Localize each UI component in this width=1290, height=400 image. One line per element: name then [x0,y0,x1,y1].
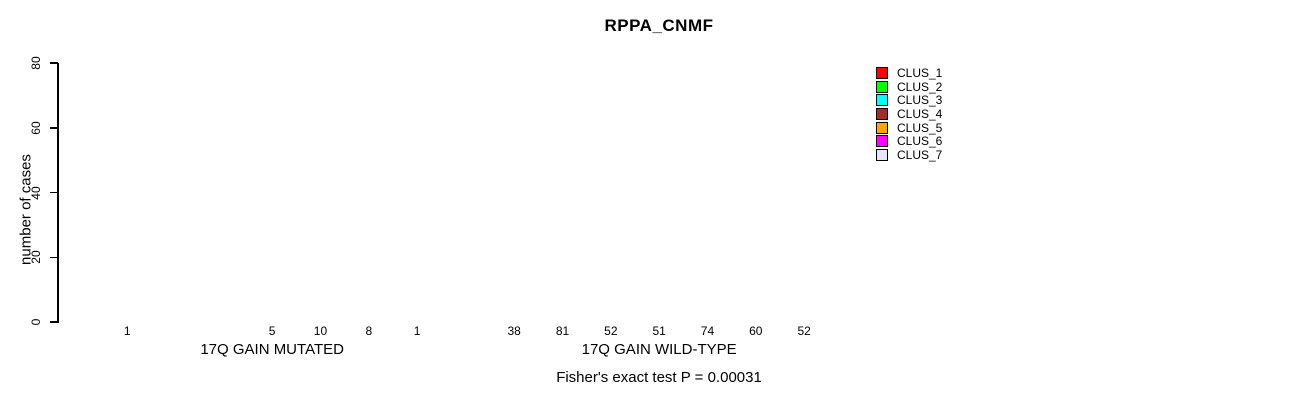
legend-label: CLUS_3 [897,93,943,108]
bar-value-label: 51 [652,324,666,338]
legend-label: CLUS_1 [897,65,943,80]
bar-value-label: 10 [313,324,328,338]
y-tick-mark [50,191,58,194]
y-tick-label: 40 [29,185,43,200]
bar-value-label: 5 [268,324,276,338]
legend: CLUS_1 CLUS_2 CLUS_3 CLUS_4 CLUS_5 CLUS_6 CLUS… [876,66,942,162]
legend-label: CLUS_7 [897,147,943,162]
legend-item: CLUS_4 [876,107,942,121]
legend-swatch [876,107,888,120]
bar-value-label: 74 [700,324,715,338]
legend-item: CLUS_1 [876,66,942,80]
y-tick-mark [50,127,58,129]
y-tick-mark [50,62,58,64]
bar-value-label: 60 [749,324,763,338]
y-tick-mark [50,321,58,323]
bar-value-label: 8 [365,324,373,338]
legend-item: CLUS_3 [876,93,942,107]
legend-swatch [876,66,888,79]
legend-item: CLUS_7 [876,148,942,162]
legend-swatch [876,135,888,148]
legend-item: CLUS_2 [876,80,942,94]
bar-value-label: 81 [555,324,570,338]
y-tick-label: 80 [29,56,43,70]
group-axis-label: 17Q GAIN MUTATED [200,341,344,358]
legend-item: CLUS_6 [876,134,942,148]
legend-label: CLUS_6 [897,134,943,149]
y-tick-label: 0 [29,318,43,326]
legend-swatch [876,94,888,107]
group-axis-label: 17Q GAIN WILD-TYPE [581,341,737,358]
legend-label: CLUS_2 [897,79,943,94]
fisher-test-footnote: Fisher's exact test P = 0.00031 [556,369,762,386]
legend-swatch [876,80,888,93]
legend-label: CLUS_4 [897,106,943,121]
y-axis-line [57,62,59,323]
legend-swatch [876,148,888,161]
y-tick-mark [50,256,58,258]
legend-label: CLUS_5 [897,120,943,135]
legend-swatch [876,121,888,134]
bar-value-label: 52 [604,324,618,338]
bar-value-label: 1 [413,324,421,338]
y-tick-label: 20 [29,250,43,264]
bar-value-label: 38 [507,324,521,338]
bar-value-label: 1 [123,324,131,338]
chart-title: RPPA_CNMF [604,16,714,35]
y-tick-label: 60 [29,121,43,135]
legend-item: CLUS_5 [876,121,942,135]
bar-value-label: 52 [797,324,811,338]
